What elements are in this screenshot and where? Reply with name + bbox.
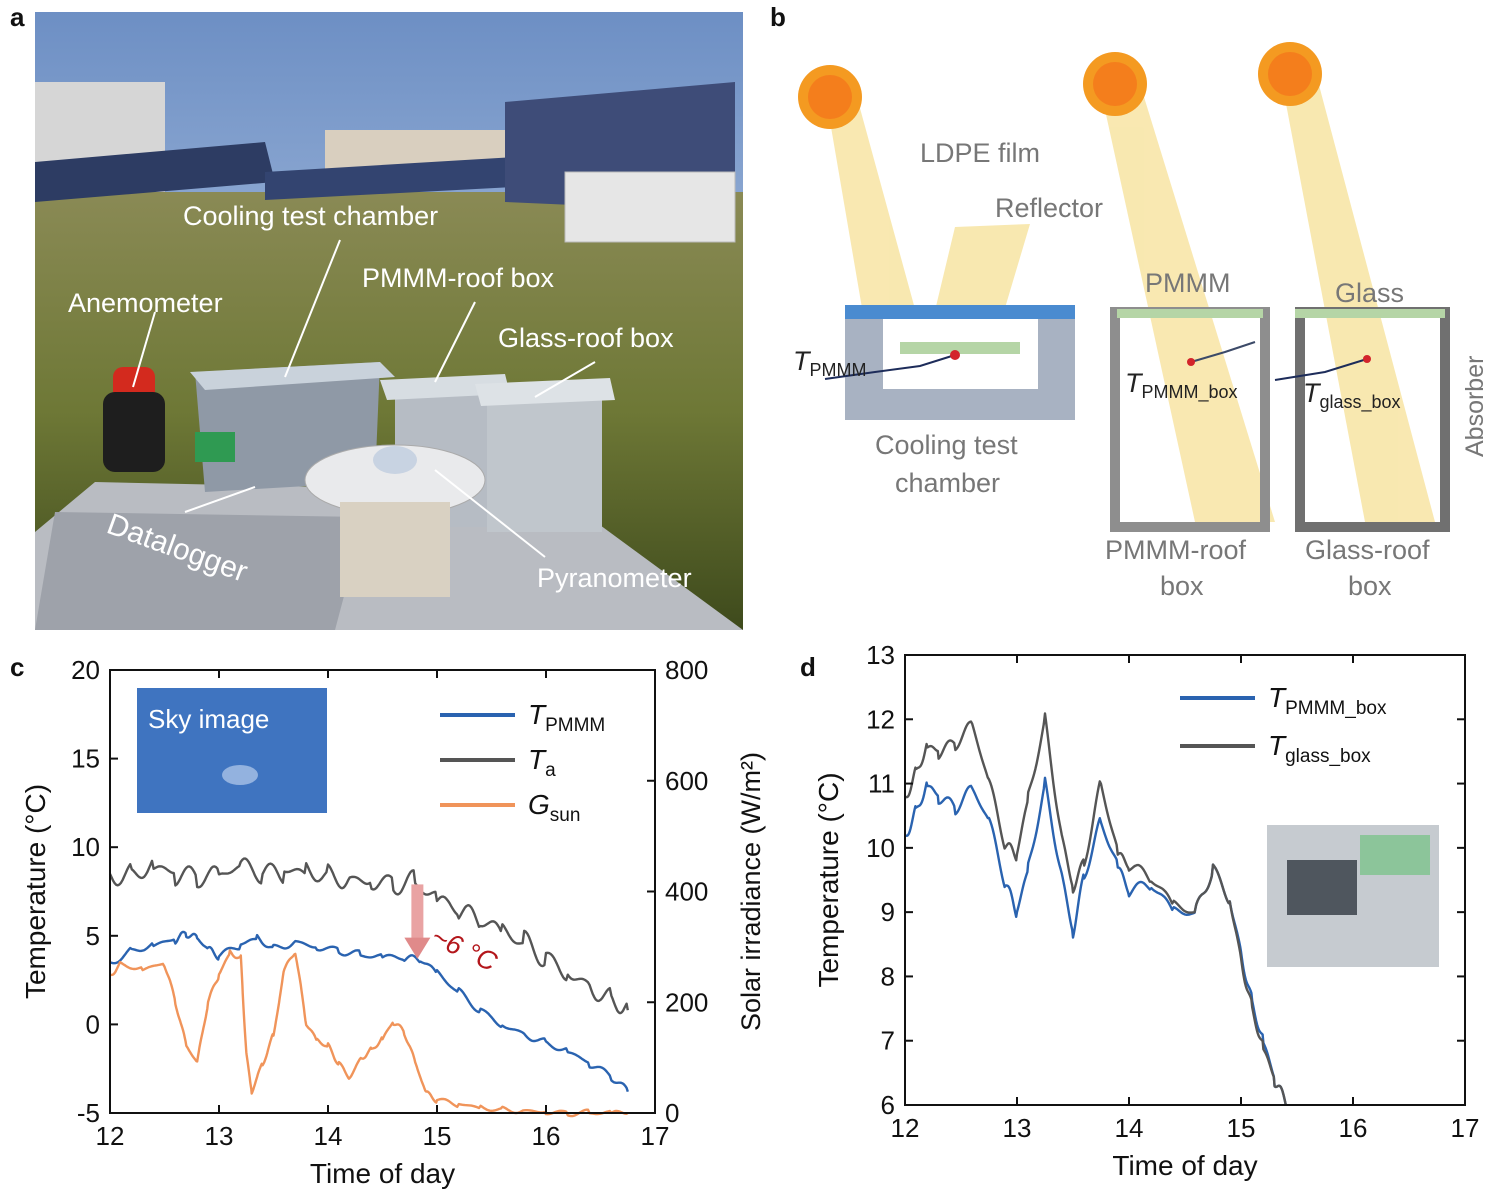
y-tick-label: 9 (881, 897, 895, 927)
chart-d: 12 13 14 15 16 17 6 7 8 9 10 11 12 13 Time of day Tempe… (813, 640, 1480, 1181)
x-tick-label: 13 (205, 1121, 234, 1151)
t-glass-box-sub: glass_box (1320, 392, 1401, 413)
label-pmmm-box: PMMM-roof box (362, 263, 555, 293)
series-line-pmmm-box (904, 776, 1287, 1106)
y-tick-label: 11 (868, 769, 895, 799)
label-glass-roof-l1: Glass-roof (1305, 535, 1430, 565)
panel-c-letter: c (10, 652, 25, 682)
t-pmmm-sub: PMMM (810, 360, 867, 380)
t-pmmm-box-main: T (1125, 368, 1144, 398)
y-tick-label: 5 (86, 921, 100, 951)
panel-a-photo: Cooling test chamber PMMM-roof box Anemo… (35, 12, 743, 630)
legend-label: TPMMM (528, 699, 605, 736)
y-tick-label: 10 (71, 832, 100, 862)
t-glass-box-main: T (1303, 378, 1322, 408)
sun-icon (1083, 52, 1147, 116)
label-glass-roof-l2: box (1348, 571, 1392, 601)
y-tick-label: 7 (881, 1026, 895, 1056)
svg-text:Tglass_box: Tglass_box (1303, 378, 1401, 413)
svg-text:TPMMM_box: TPMMM_box (1125, 368, 1238, 403)
x-tick-label: 16 (1339, 1113, 1368, 1143)
label-pmmm-roof-l2: box (1160, 571, 1204, 601)
legend-label: Tglass_box (1268, 730, 1371, 767)
y-tick-label: 20 (71, 655, 100, 685)
y-right-tick-label: 800 (665, 655, 708, 685)
annotation-delta-label: ~6 °C (427, 921, 502, 977)
x-tick-label: 17 (1451, 1113, 1480, 1143)
label-pmmm-roof-l1: PMMM-roof (1105, 535, 1246, 565)
y-right-tick-label: 400 (665, 877, 708, 907)
label-pmmm: PMMM (1145, 268, 1230, 298)
label-ldpe: LDPE film (920, 138, 1040, 168)
y-tick-label: 13 (866, 640, 895, 670)
legend-label: TPMMM_box (1268, 682, 1387, 719)
x-tick-label: 15 (1227, 1113, 1256, 1143)
label-glass-box: Glass-roof box (498, 323, 674, 353)
series-line-glass-box (904, 712, 1287, 1106)
y-right-tick-label: 600 (665, 766, 708, 796)
label-pyranometer: Pyranometer (537, 563, 692, 593)
panel-b-letter: b (770, 2, 786, 32)
x-tick-label: 13 (1003, 1113, 1032, 1143)
y-axis-right-label: Solar irradiance (W/m²) (736, 752, 766, 1031)
x-tick-label: 15 (423, 1121, 452, 1151)
plot-frame (904, 654, 1466, 1106)
svg-text:TPMMM: TPMMM (793, 346, 867, 380)
t-pmmm-box-sub: PMMM_box (1142, 382, 1238, 403)
panel-b-schematic: LDPE film Reflector PMMM Glass Cooling t… (793, 42, 1489, 601)
label-chamber-l1: Cooling test (875, 430, 1018, 460)
photo-box-top (1287, 860, 1357, 915)
chart-c: 12 13 14 15 16 17-5051015200200400600800Solar… (20, 655, 766, 1189)
y-tick-label: 12 (866, 704, 895, 734)
x-tick-label: 14 (314, 1121, 343, 1151)
y-right-tick-label: 0 (665, 1098, 679, 1128)
y-axis-label: Temperature (°C) (20, 784, 51, 999)
photo-box-glass (1360, 835, 1430, 875)
series-line-sun (109, 949, 629, 1118)
y-tick-label: -5 (77, 1098, 100, 1128)
label-anemometer: Anemometer (68, 288, 223, 318)
x-tick-label: 14 (1115, 1113, 1144, 1143)
annotation-arrow-head (404, 937, 431, 959)
series-line-pmmm (109, 930, 629, 1093)
sun-icon (1258, 42, 1322, 106)
y-tick-label: 6 (881, 1090, 895, 1120)
panel-a-letter: a (10, 2, 25, 32)
legend-label: Gsun (528, 789, 580, 826)
y-right-tick-label: 200 (665, 987, 708, 1017)
series-line-a (108, 857, 629, 1015)
label-chamber-l2: chamber (895, 468, 1000, 498)
annotation-arrow-shaft (411, 884, 424, 940)
x-axis-label: Time of day (310, 1158, 455, 1189)
y-tick-label: 8 (881, 961, 895, 991)
y-tick-label: 0 (86, 1009, 100, 1039)
x-axis-label: Time of day (1112, 1150, 1257, 1181)
x-tick-label: 16 (532, 1121, 561, 1151)
y-tick-label: 10 (866, 833, 895, 863)
label-glass: Glass (1335, 278, 1404, 308)
legend-label: Ta (528, 744, 556, 781)
y-tick-label: 15 (71, 744, 100, 774)
x-tick-label: 12 (891, 1113, 920, 1143)
label-reflector: Reflector (995, 193, 1103, 223)
y-axis-label: Temperature (°C) (813, 772, 844, 987)
label-cooling-chamber: Cooling test chamber (183, 201, 438, 231)
t-pmmm-main: T (793, 346, 812, 376)
cloud-shape (222, 765, 258, 785)
sky-image-label: Sky image (148, 704, 269, 734)
sun-icon (798, 65, 862, 129)
x-tick-label: 12 (96, 1121, 125, 1151)
panel-d-letter: d (800, 652, 816, 682)
sky-image-inset (137, 688, 327, 813)
label-absorber: Absorber (1461, 356, 1489, 457)
x-tick-label: 17 (641, 1121, 670, 1151)
